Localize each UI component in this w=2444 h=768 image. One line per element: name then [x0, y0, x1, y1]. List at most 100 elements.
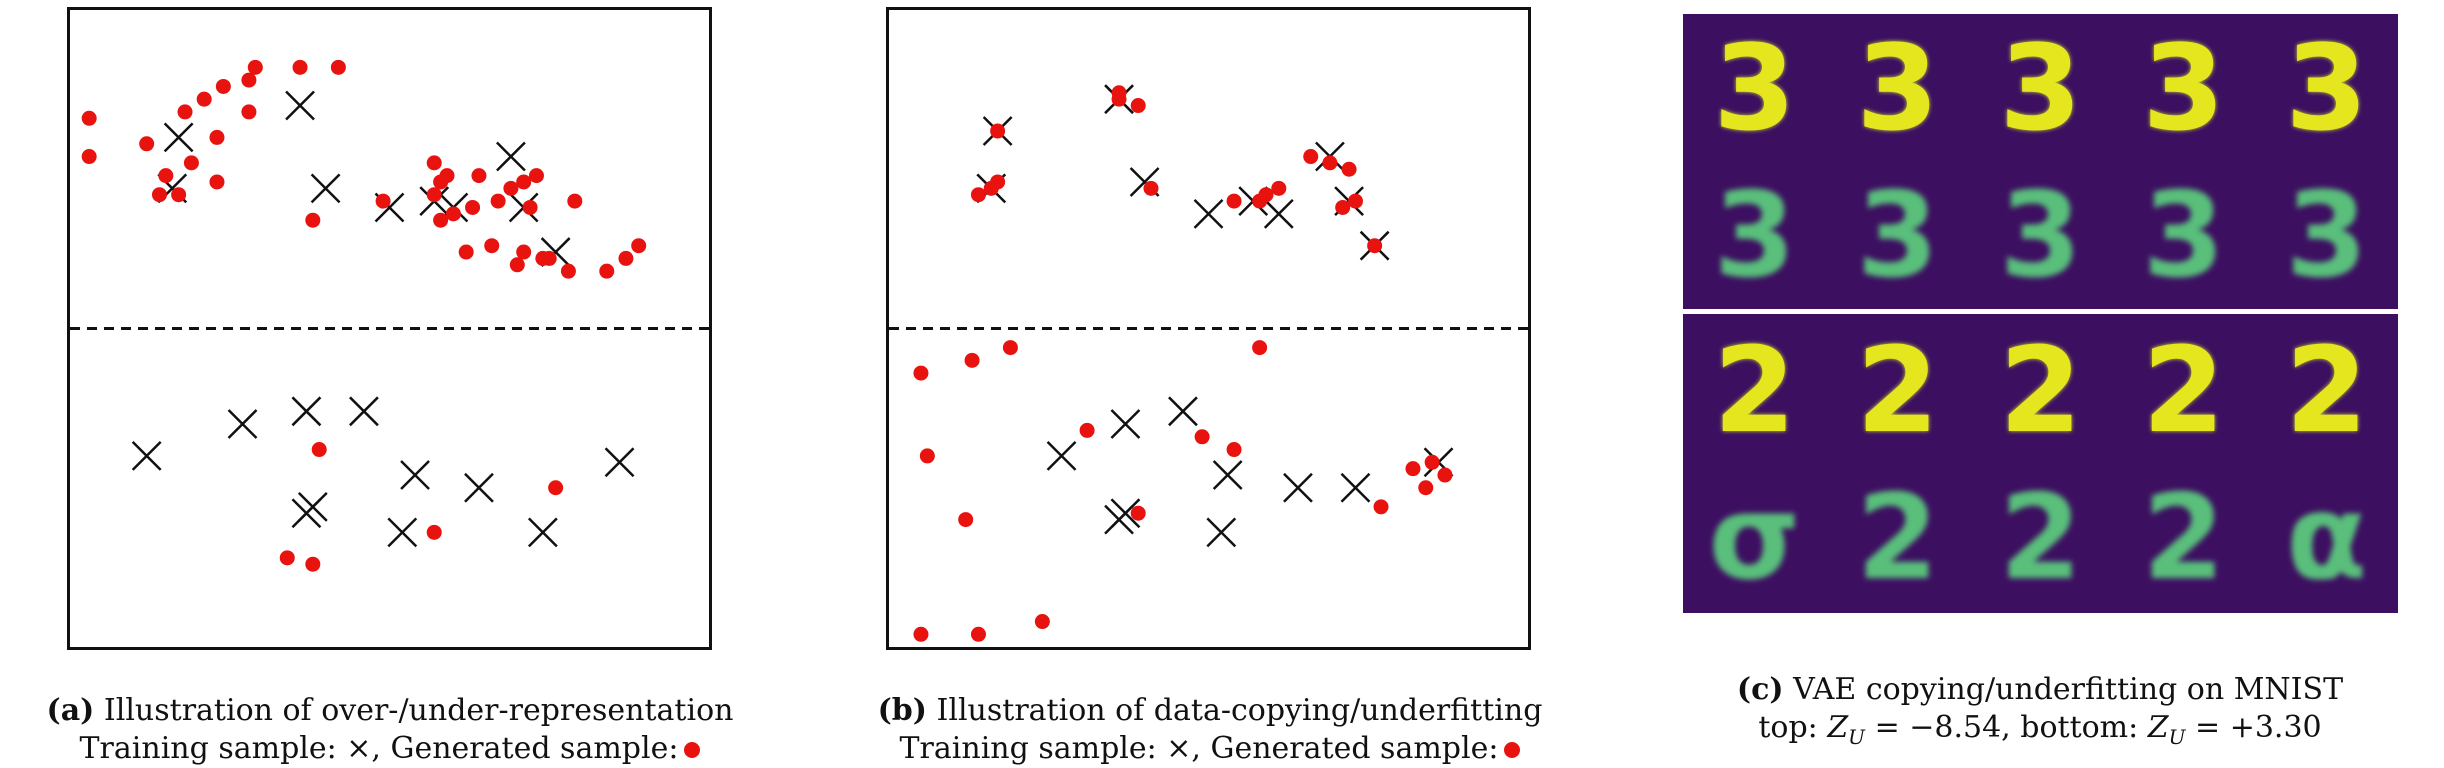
generated-sample-dot-b-26	[1226, 442, 1242, 458]
generated-sample-dot-a-13	[241, 72, 257, 88]
generated-sample-dot-a-39	[560, 263, 576, 279]
generated-sample-dot-b-0	[990, 123, 1006, 139]
caption-b-legend: Training sample: ×, Generated sample:	[899, 731, 1499, 766]
training-sample-x-b-11	[1046, 441, 1077, 471]
generated-sample-dot-b-19	[964, 352, 980, 368]
mnist-digit-bottom-real-digits-1: 2	[1856, 320, 1939, 459]
training-sample-x-a-15	[464, 472, 494, 503]
generated-sample-dot-a-6	[171, 187, 187, 203]
generated-sample-dot-a-14	[247, 59, 263, 75]
generated-sample-dot-icon	[684, 742, 701, 758]
caption-b: (b) Illustration of data-copying/underfi…	[820, 692, 1600, 768]
training-sample-x-a-7	[496, 141, 526, 172]
generated-sample-dot-a-0	[81, 110, 97, 126]
zu-value-top: = −8.54, bottom:	[1865, 710, 2148, 745]
generated-sample-dot-a-15	[292, 59, 308, 75]
generated-sample-dot-a-1	[81, 149, 97, 165]
training-sample-x-b-4	[1193, 198, 1224, 229]
training-sample-x-a-18	[291, 498, 322, 529]
generated-sample-dot-a-34	[509, 257, 525, 273]
training-sample-x-b-12	[1168, 396, 1198, 427]
training-sample-x-a-2	[285, 90, 315, 121]
generated-sample-dot-a-5	[183, 155, 199, 171]
training-sample-x-a-20	[527, 517, 558, 548]
generated-sample-dot-b-10	[1258, 187, 1274, 203]
generated-sample-dot-a-33	[522, 199, 538, 215]
generated-sample-dot-a-46	[426, 524, 442, 540]
generated-sample-dot-b-7	[1143, 180, 1159, 196]
caption-a-label: (a)	[46, 693, 95, 728]
caption-c-title: VAE copying/underfitting on MNIST	[1793, 672, 2344, 707]
generated-sample-dot-b-17	[1367, 238, 1383, 254]
training-sample-x-a-12	[349, 396, 379, 427]
generated-sample-dot-b-20	[1002, 340, 1018, 356]
zu-subscript: U	[1848, 725, 1866, 749]
mnist-digit-top-real-digits-2: 3	[1999, 18, 2082, 157]
generated-sample-dot-a-7	[177, 104, 193, 120]
caption-a: (a) Illustration of over-/under-represen…	[0, 692, 780, 768]
generated-sample-dot-b-31	[1373, 499, 1389, 515]
mnist-digit-bottom-real-digits-3: 2	[2142, 320, 2225, 459]
generated-sample-dot-a-47	[548, 480, 564, 496]
generated-sample-dot-a-10	[215, 78, 231, 94]
generated-sample-dot-a-9	[209, 129, 225, 145]
generated-sample-dot-b-35	[1437, 467, 1453, 483]
generated-sample-dot-a-31	[516, 174, 532, 190]
zu-symbol: Z	[2147, 710, 2169, 745]
caption-c: (c) VAE copying/underfitting on MNIST to…	[1640, 671, 2440, 756]
mnist-digit-bottom-recon-digits-2: 2	[1999, 467, 2082, 606]
scatter-svg-b	[889, 84, 1528, 642]
generated-sample-dot-b-30	[1034, 614, 1050, 630]
mnist-digit-bottom-real-digits-4: 2	[2285, 320, 2368, 459]
generated-sample-dot-b-14	[1341, 161, 1357, 177]
generated-sample-dot-a-16	[330, 59, 346, 75]
generated-sample-dot-b-28	[913, 626, 929, 642]
mnist-digit-bottom-real-digits-0: 2	[1713, 320, 1796, 459]
mnist-digit-bottom-recon-digits-1: 2	[1856, 467, 1939, 606]
generated-sample-dot-a-4	[151, 187, 167, 203]
generated-sample-dot-b-32	[1405, 461, 1421, 477]
generated-sample-dot-a-41	[618, 250, 634, 266]
mnist-digit-top-real-digits-0: 3	[1713, 18, 1796, 157]
training-sample-x-a-11	[291, 396, 322, 427]
training-sample-x-b-13	[1212, 460, 1243, 490]
generated-sample-dot-a-11	[209, 174, 225, 190]
generated-sample-dot-b-11	[1271, 180, 1287, 196]
caption-a-legend: Training sample: ×, Generated sample:	[79, 731, 679, 766]
generated-sample-dot-a-25	[465, 199, 481, 215]
generated-sample-dot-b-22	[919, 448, 935, 464]
generated-sample-dot-a-12	[241, 104, 257, 120]
generated-sample-dot-a-43	[311, 442, 327, 458]
generated-sample-dot-b-27	[1130, 505, 1146, 521]
generated-sample-dot-a-42	[631, 238, 647, 254]
generated-sample-dot-b-18	[913, 365, 929, 381]
training-sample-x-a-14	[400, 460, 430, 490]
generated-sample-dot-a-44	[305, 556, 321, 572]
generated-sample-dot-b-15	[1335, 199, 1351, 215]
mnist-digit-top-real-digits-1: 3	[1856, 18, 1939, 157]
training-sample-x-a-13	[131, 441, 162, 471]
generated-sample-dot-a-35	[516, 244, 532, 260]
training-sample-x-a-19	[387, 517, 418, 548]
training-sample-x-b-10	[1110, 409, 1141, 439]
training-sample-x-b-18	[1104, 504, 1134, 535]
caption-b-title: Illustration of data-copying/underfittin…	[936, 693, 1543, 728]
generated-sample-dot-b-21	[1252, 340, 1268, 356]
training-sample-x-b-6	[1263, 198, 1294, 229]
generated-sample-dot-a-22	[426, 187, 442, 203]
mnist-digit-bottom-real-digits-2: 2	[1999, 320, 2082, 459]
caption-c-label: (c)	[1736, 672, 1784, 707]
training-sample-x-a-3	[310, 173, 341, 204]
generated-sample-dot-a-37	[535, 250, 551, 266]
generated-sample-dot-a-3	[158, 168, 174, 184]
mnist-digit-top-recon-digits-3: 3	[2142, 165, 2225, 304]
training-sample-x-a-10	[227, 409, 258, 439]
generated-sample-dot-b-2	[990, 174, 1006, 190]
generated-sample-dot-b-6	[1130, 98, 1146, 114]
generated-sample-dot-a-18	[375, 193, 391, 209]
generated-sample-dot-a-17	[305, 212, 321, 228]
generated-sample-dot-a-27	[458, 244, 474, 260]
zu-subscript: U	[2168, 725, 2186, 749]
generated-sample-dot-b-16	[1347, 193, 1363, 209]
